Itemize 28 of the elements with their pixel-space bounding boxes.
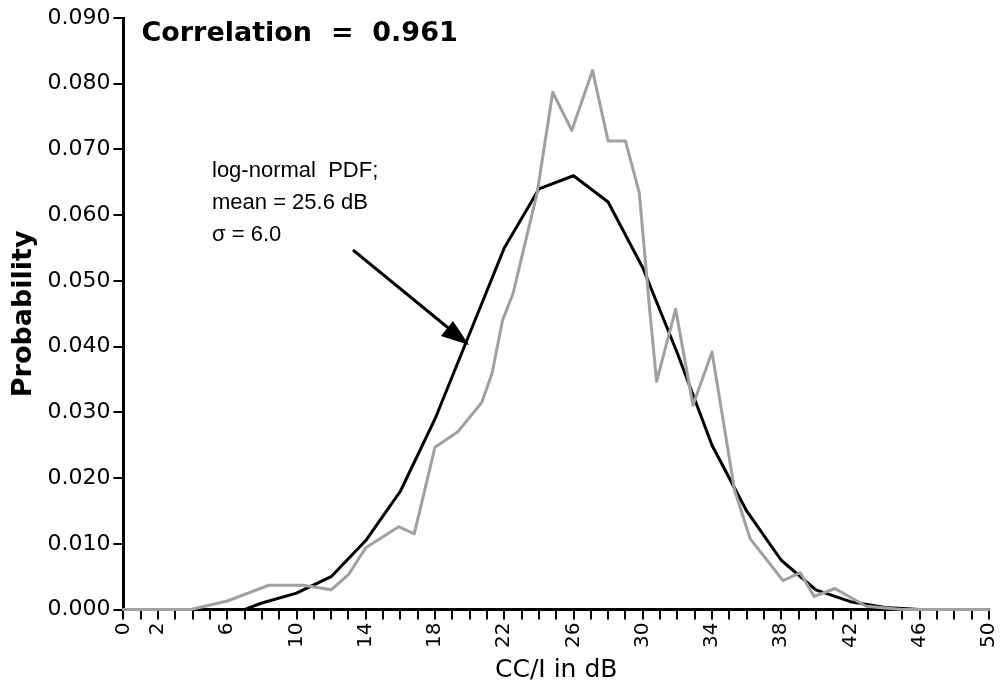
y-tick-label: 0.040 <box>47 332 111 358</box>
y-tick-label: 0.060 <box>47 200 111 226</box>
y-tick-label: 0.080 <box>47 69 111 95</box>
x-tick-label: 6 <box>213 622 238 636</box>
x-tick-label: 18 <box>421 622 446 648</box>
annotation: Correlation = 0.961 <box>141 15 458 47</box>
y-axis-title: Probability <box>6 229 38 398</box>
y-tick-label: 0.030 <box>47 398 111 424</box>
x-tick-label: 30 <box>628 622 653 648</box>
x-tick-label: 10 <box>282 622 307 648</box>
x-tick-label: 22 <box>490 622 515 648</box>
y-tick-label: 0.050 <box>47 266 111 292</box>
y-tick-label: 0.000 <box>47 595 111 621</box>
x-tick-label: 14 <box>351 622 376 648</box>
x-tick-label: 2 <box>144 622 169 636</box>
x-tick-label: 50 <box>975 622 1000 648</box>
x-tick-label: 46 <box>905 622 930 648</box>
y-tick-label: 0.010 <box>47 529 111 555</box>
annotation: log-normal PDF; mean = 25.6 dB σ = 6.0 <box>212 157 379 247</box>
y-tick-label: 0.020 <box>47 463 111 489</box>
x-tick-label: 0 <box>109 622 134 636</box>
x-tick-label: 26 <box>559 622 584 648</box>
x-axis-title: CC/I in dB <box>494 653 618 683</box>
y-tick-label: 0.090 <box>47 3 111 29</box>
x-tick-label: 42 <box>836 622 861 648</box>
x-tick-label: 38 <box>767 622 792 648</box>
y-tick-label: 0.070 <box>47 135 111 161</box>
x-tick-label: 34 <box>698 622 723 648</box>
